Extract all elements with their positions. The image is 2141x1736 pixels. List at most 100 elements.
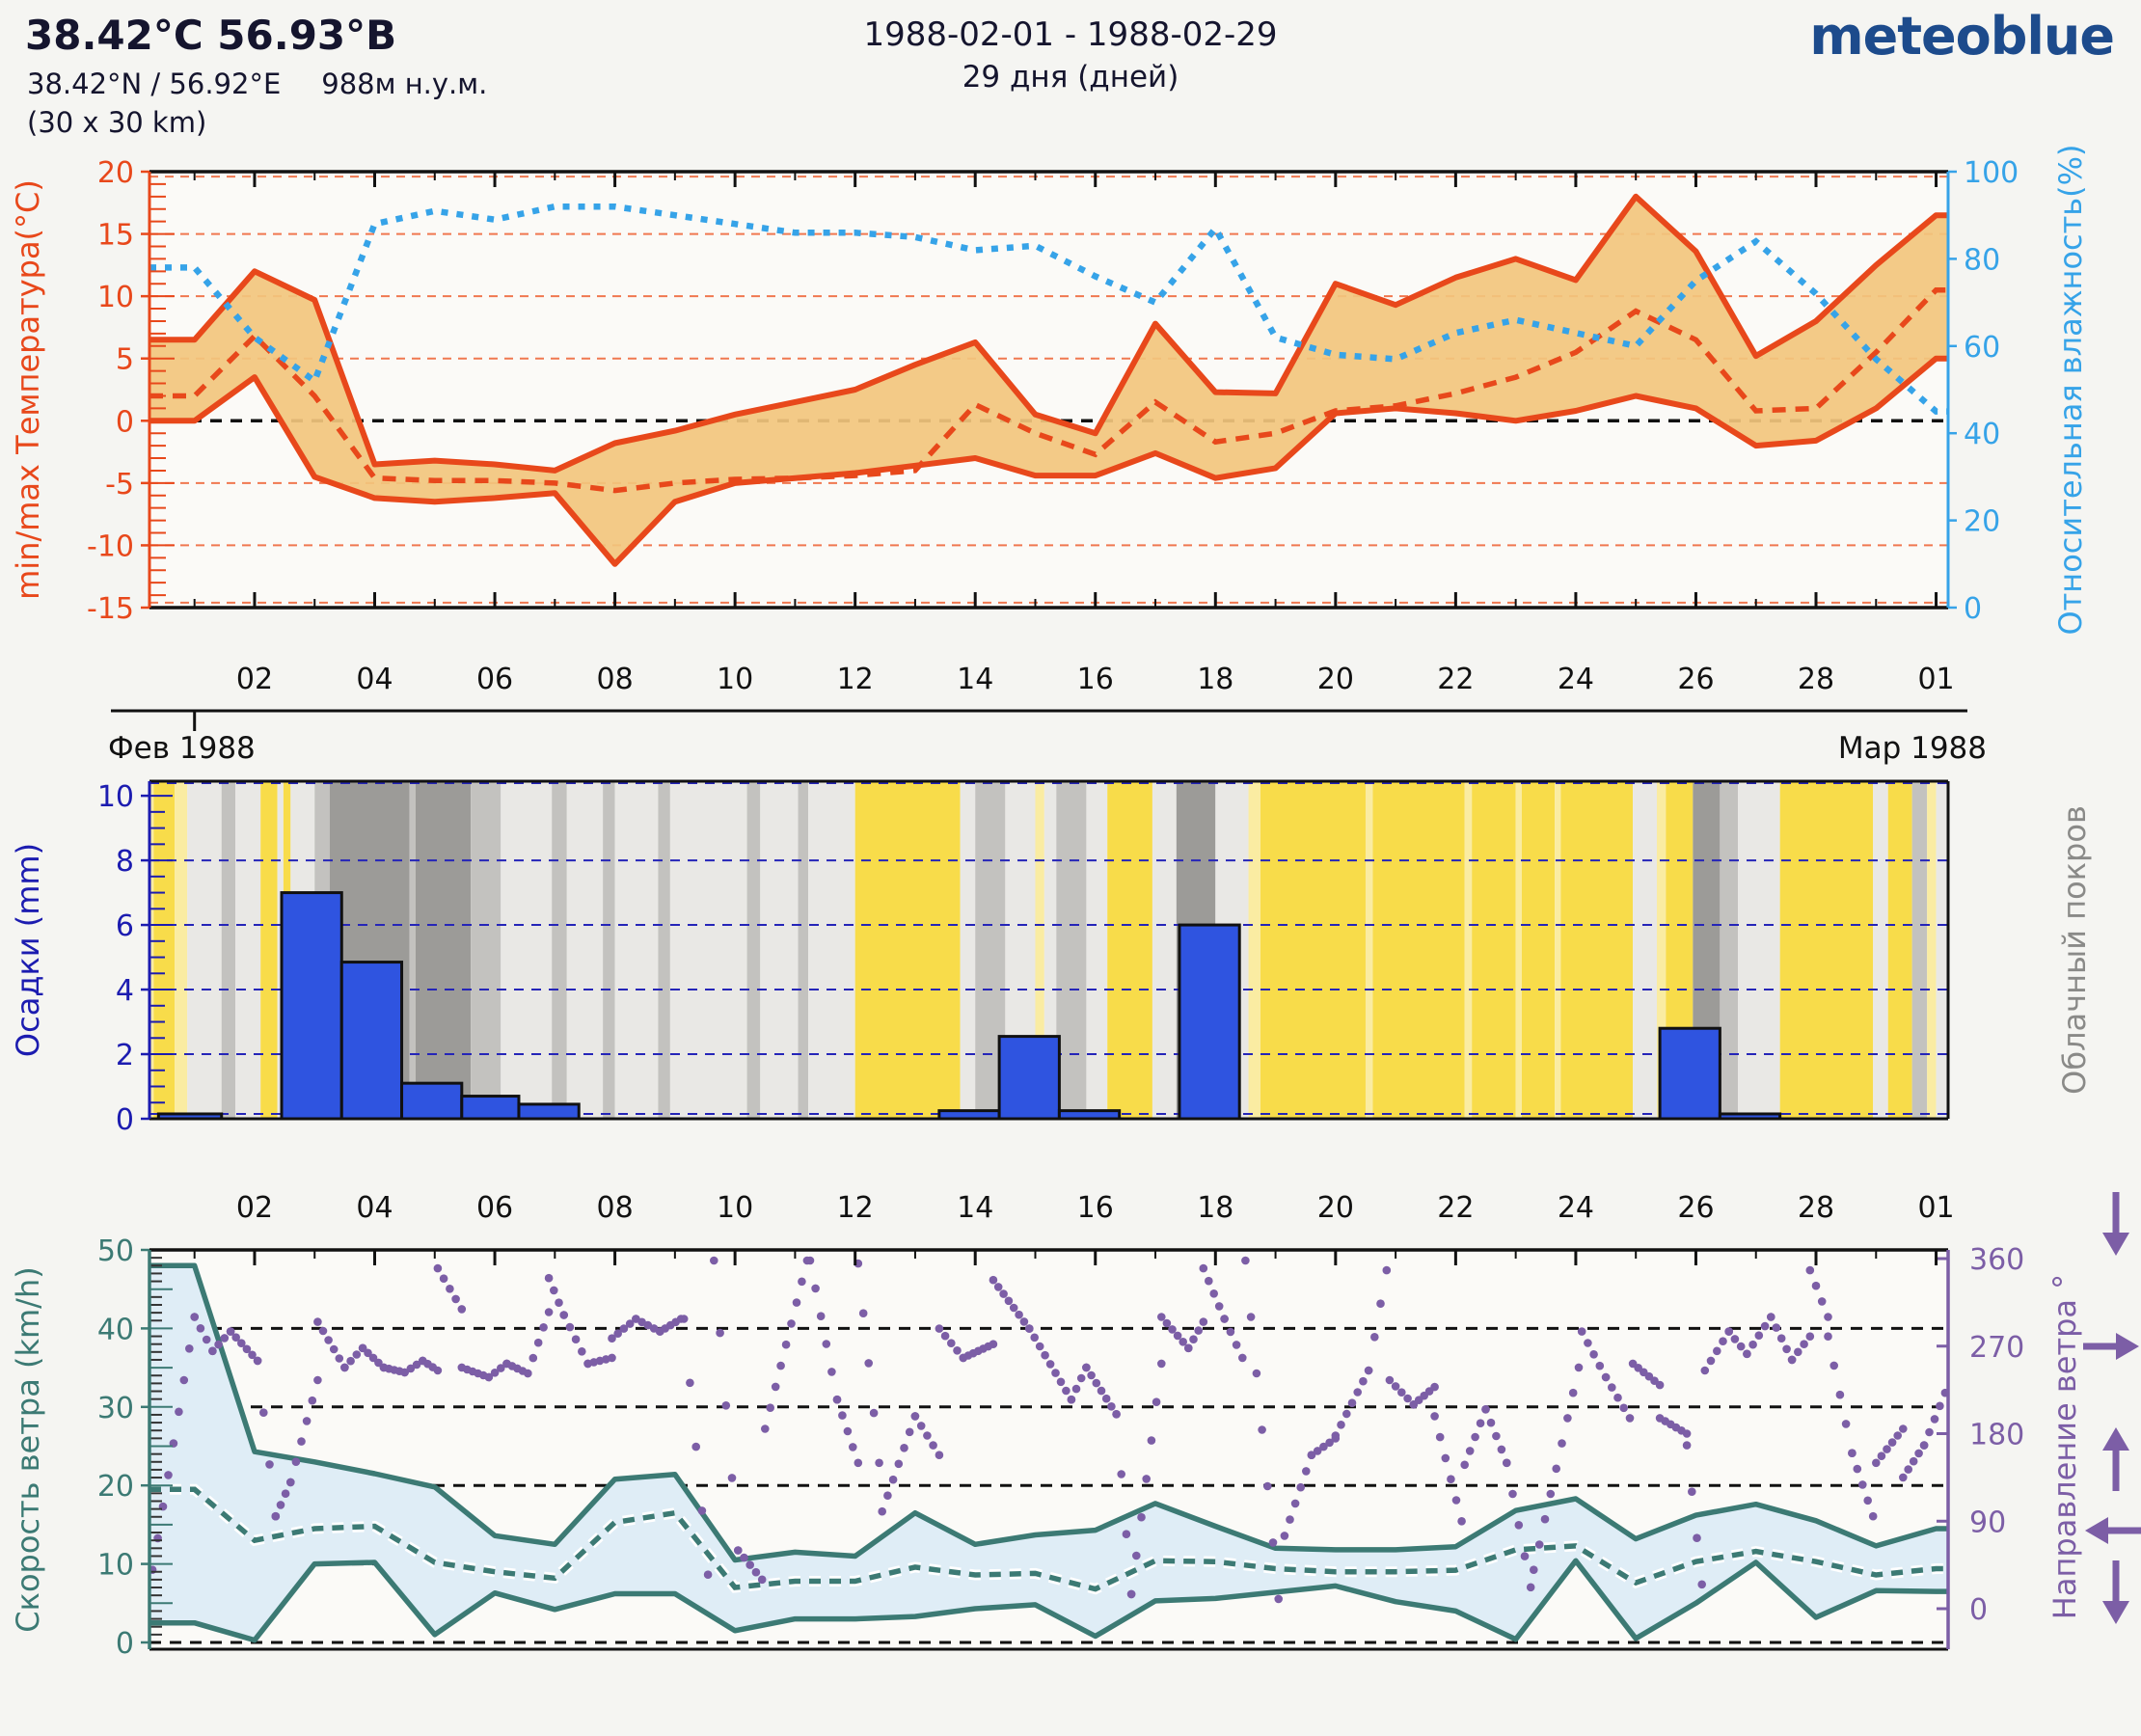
precipitation-bar	[997, 1035, 1061, 1119]
cloud-cover-stripe	[1887, 781, 1912, 1119]
humidity-tick-label: 60	[1964, 331, 2000, 365]
cloud-cover-stripe	[746, 781, 761, 1119]
humidity-tick-label: 0	[1964, 592, 1982, 626]
wind-mean-line	[149, 1486, 1948, 1592]
precipitation-bar	[517, 1102, 581, 1119]
cloud-cover-stripe	[1372, 781, 1465, 1119]
page-title: 38.42°С 56.93°В	[25, 12, 397, 59]
wind-direction-tick-label: 90	[1969, 1505, 2006, 1539]
temp-tick-label: 15	[97, 219, 134, 253]
cloud-cover-stripe	[798, 781, 809, 1119]
grid-area-label: (30 x 30 km)	[27, 106, 207, 139]
precip-tick-label: 8	[116, 845, 134, 879]
cloud-cover-stripe	[1152, 781, 1177, 1119]
wind-direction-arrow-icon	[2102, 1427, 2129, 1491]
day-label: 16	[1077, 663, 1114, 696]
temp-range-band	[149, 196, 1948, 564]
humidity-tick-label: 80	[1964, 243, 2000, 277]
temp-tick-label: 10	[97, 281, 134, 314]
cloud-cover-stripe	[1560, 781, 1634, 1119]
day-label: 04	[356, 663, 393, 696]
wind-speed-tick-label: 0	[116, 1627, 134, 1661]
elevation-label: 988м н.у.м.	[321, 68, 488, 100]
humidity-tick-label: 40	[1964, 418, 2000, 451]
day-label: 28	[1798, 1191, 1834, 1225]
meteoblue-logo[interactable]: meteoblue	[1809, 6, 2115, 67]
day-label: 20	[1317, 663, 1354, 696]
temp-min-line	[149, 355, 1948, 567]
day-label: 06	[476, 663, 513, 696]
day-label: 22	[1437, 663, 1474, 696]
temp-tick-label: -15	[87, 592, 134, 626]
temp-axis-title: min/max Температура(°C)	[10, 179, 46, 600]
temp-tick-label: 20	[97, 156, 134, 190]
cloud-cover-stripe	[235, 781, 261, 1119]
cloud-cover-stripe	[1656, 781, 1667, 1119]
cloud-cover-stripe	[1043, 781, 1057, 1119]
cloud-cover-stripe	[960, 781, 976, 1119]
cloud-cover-stripe	[149, 781, 154, 1119]
day-label: 06	[476, 1191, 513, 1225]
day-label: 10	[717, 663, 753, 696]
cloud-cover-stripe	[153, 781, 176, 1119]
wind-chart: 50 40 30 20 10 0 360 270 180 90 0	[97, 1192, 2141, 1661]
day-label: 08	[597, 663, 634, 696]
cloud-cover-stripe	[1738, 781, 1780, 1119]
wind-direction-tick-label: 180	[1969, 1419, 2024, 1452]
day-label: 02	[236, 1191, 273, 1225]
cloud-cover-stripe	[1720, 781, 1739, 1119]
day-label: 18	[1197, 663, 1233, 696]
precipitation-bar	[1658, 1026, 1721, 1119]
cloud-cover-stripe	[501, 781, 553, 1119]
cloud-cover-stripe	[415, 781, 472, 1119]
day-label: 16	[1077, 1191, 1114, 1225]
month-label-mar: Мар 1988	[1837, 731, 1987, 766]
cloud-axis-title: Облачный покров	[2056, 805, 2093, 1095]
wind-direction-arrow-icon	[2102, 1192, 2129, 1256]
cloud-cover-stripe	[187, 781, 222, 1119]
coords-subtitle: 38.42°N / 56.92°E 988м н.у.м.	[27, 68, 487, 100]
precipitation-bar	[400, 1081, 464, 1119]
precip-tick-label: 4	[116, 974, 134, 1008]
cloud-cover-stripe	[1873, 781, 1888, 1119]
day-label: 22	[1437, 1191, 1474, 1225]
cloud-cover-stripe	[1056, 781, 1087, 1119]
day-label: 20	[1317, 1191, 1354, 1225]
day-label: 18	[1197, 1191, 1233, 1225]
date-range-title: 1988-02-01 - 1988-02-29	[863, 15, 1278, 54]
wind-direction-tick-label: 360	[1969, 1243, 2024, 1277]
cloud-cover-stripe	[669, 781, 747, 1119]
precipitation-bar	[1178, 923, 1241, 1119]
day-label: 01	[1917, 663, 1954, 696]
cloud-cover-stripe	[1248, 781, 1261, 1119]
cloud-cover-stripe	[552, 781, 567, 1119]
cloud-cover-stripe	[1779, 781, 1874, 1119]
cloud-cover-stripe	[614, 781, 659, 1119]
cloud-cover-stripe	[1927, 781, 1937, 1119]
cloud-cover-stripe	[1521, 781, 1556, 1119]
day-label: 14	[957, 1191, 993, 1225]
temperature-humidity-chart: 20 15 10 5 0 -5 -10 -15 100 80 60 40 20 0 02 04 06 08 10 12…	[87, 156, 2019, 696]
wind-direction-axis-title: Направление ветра °	[2046, 1274, 2083, 1619]
humidity-tick-label: 20	[1964, 505, 2000, 539]
day-label: 01	[1917, 1191, 1954, 1225]
cloud-cover-stripe	[260, 781, 278, 1119]
wind-direction-arrow-icon	[2083, 1333, 2139, 1360]
day-label: 24	[1558, 663, 1594, 696]
cloud-cover-stripe	[1936, 781, 1948, 1119]
days-count-label: 29 дня (дней)	[962, 60, 1179, 95]
precipitation-bar	[339, 961, 404, 1119]
month-axis	[111, 709, 1967, 731]
wind-direction-tick-label: 0	[1969, 1593, 1988, 1627]
precip-tick-label: 10	[97, 780, 134, 814]
month-label-feb: Фев 1988	[108, 731, 256, 766]
precip-tick-label: 2	[116, 1039, 134, 1072]
wind-speed-tick-label: 40	[97, 1313, 134, 1346]
cloud-cover-stripe	[566, 781, 604, 1119]
cloud-cover-stripe	[1515, 781, 1522, 1119]
wind-range-band	[149, 1265, 1948, 1641]
cloud-cover-stripe	[1365, 781, 1373, 1119]
cloud-cover-stripe	[471, 781, 501, 1119]
